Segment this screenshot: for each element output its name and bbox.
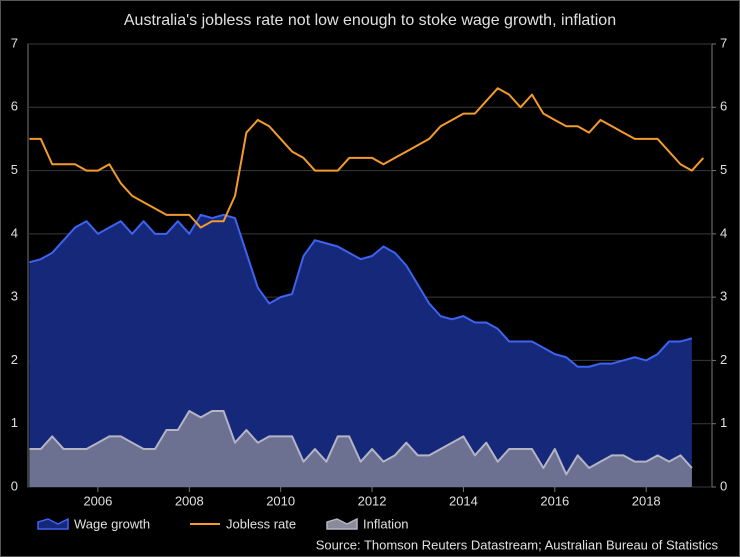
x-tick-label: 2018 — [632, 493, 661, 508]
y2-tick-label: 6 — [720, 99, 727, 114]
y2-tick-label: 7 — [720, 35, 727, 50]
legend-label: Wage growth — [74, 516, 150, 531]
line — [29, 213, 693, 368]
y-tick-label: 1 — [11, 415, 18, 430]
y-tick-label: 7 — [11, 35, 18, 50]
y2-tick-label: 5 — [720, 162, 727, 177]
x-tick-label: 2010 — [266, 493, 295, 508]
y-tick-label: 3 — [11, 289, 18, 304]
x-tick-label: 2016 — [540, 493, 569, 508]
y-tick-label: 5 — [11, 162, 18, 177]
x-tick-label: 2008 — [175, 493, 204, 508]
x-tick-label: 2006 — [83, 493, 112, 508]
x-tick-label: 2014 — [449, 493, 478, 508]
y-tick-label: 6 — [11, 99, 18, 114]
y-tick-label: 4 — [11, 225, 18, 240]
legend-swatch — [37, 517, 69, 530]
line — [29, 410, 693, 476]
y-tick-label: 0 — [11, 478, 18, 493]
legend-label: Inflation — [363, 516, 409, 531]
y2-tick-label: 4 — [720, 225, 727, 240]
y2-tick-label: 1 — [720, 415, 727, 430]
area — [29, 411, 692, 487]
source: Source: Thomson Reuters Datastream; Aust… — [316, 537, 719, 552]
legend-swatch — [326, 517, 358, 530]
y2-tick-label: 2 — [720, 352, 727, 367]
legend-label: Jobless rate — [226, 516, 296, 531]
line — [29, 87, 705, 229]
x-tick-label: 2012 — [358, 493, 387, 508]
y2-tick-label: 0 — [720, 478, 727, 493]
y2-tick-label: 3 — [720, 289, 727, 304]
chart-title: Australia's jobless rate not low enough … — [124, 12, 616, 29]
y-tick-label: 2 — [11, 352, 18, 367]
